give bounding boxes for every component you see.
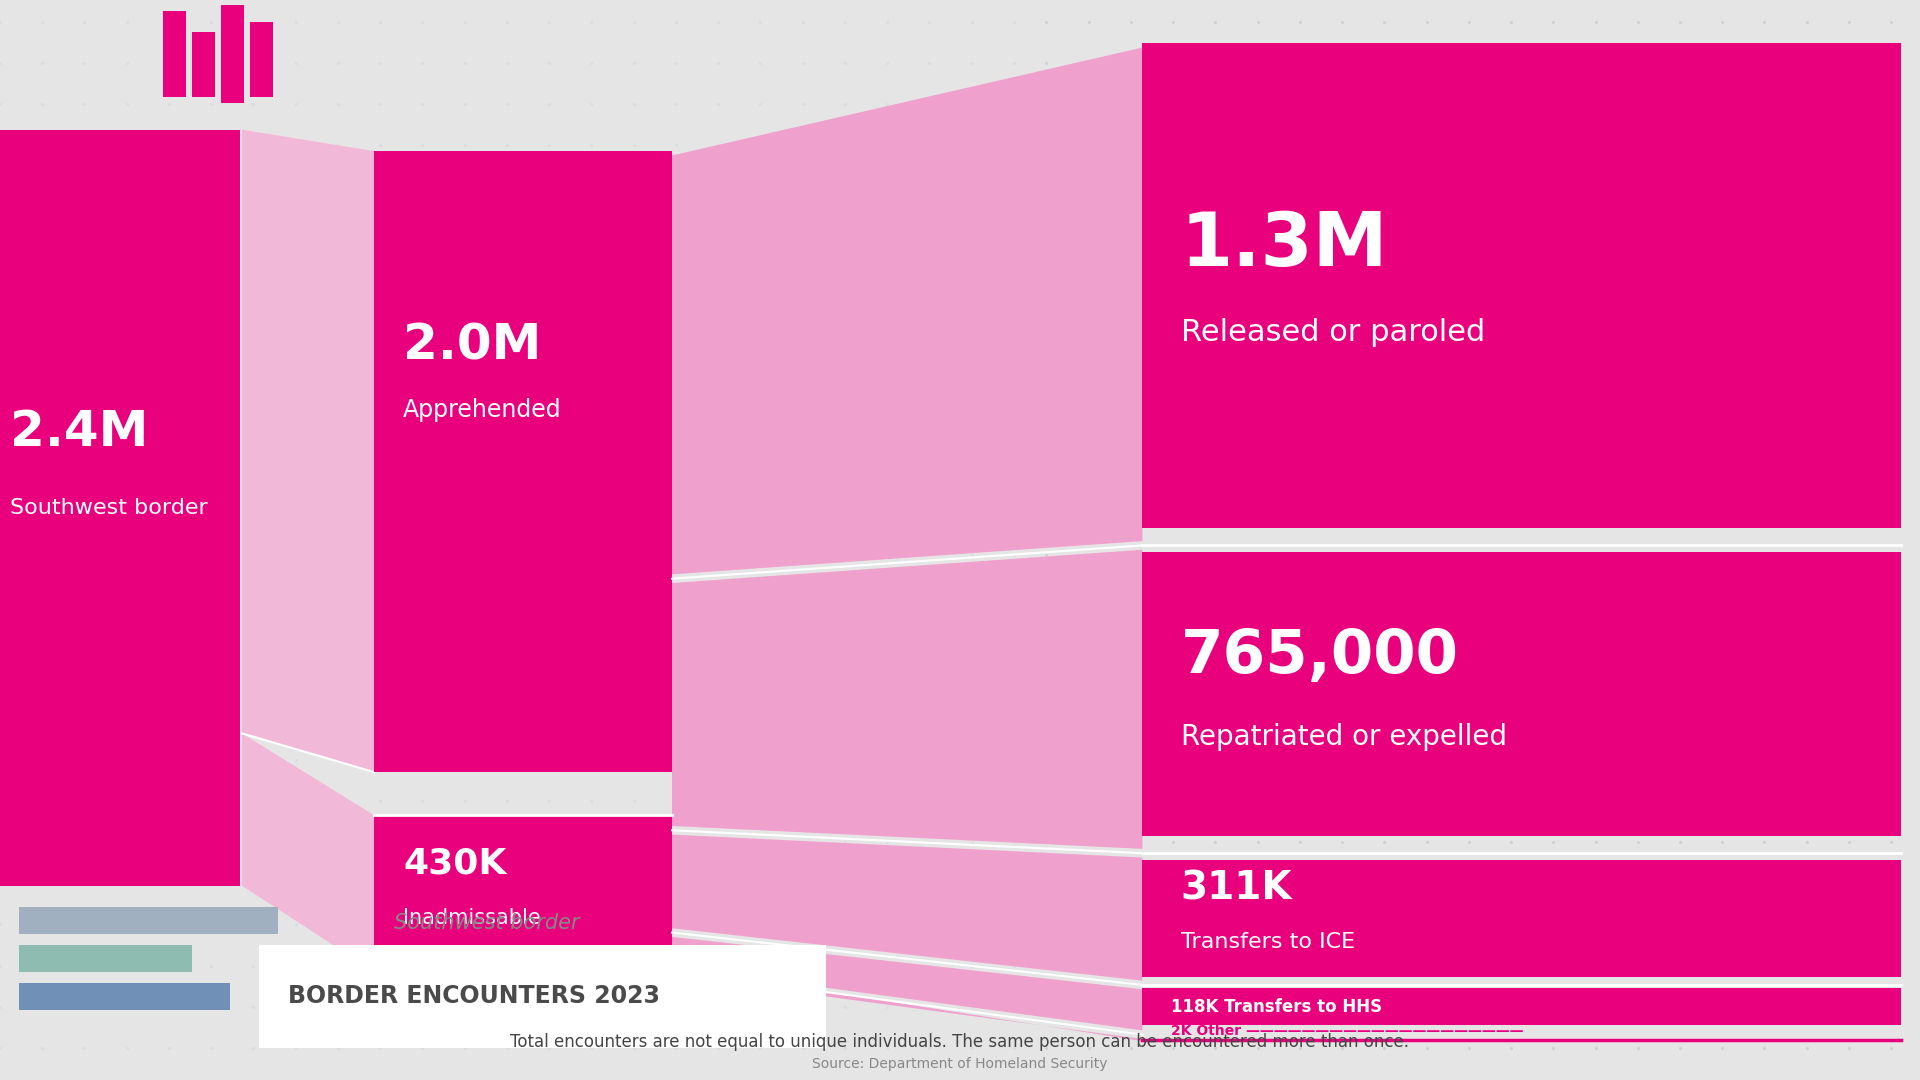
Text: 2.4M: 2.4M — [10, 408, 148, 456]
FancyBboxPatch shape — [221, 5, 244, 103]
Polygon shape — [242, 130, 374, 772]
Polygon shape — [672, 968, 1142, 1041]
FancyBboxPatch shape — [19, 945, 192, 972]
Text: Transfers to ICE: Transfers to ICE — [1181, 932, 1356, 953]
Polygon shape — [672, 835, 1142, 981]
FancyBboxPatch shape — [1142, 43, 1901, 528]
Text: 430K: 430K — [403, 847, 507, 881]
FancyBboxPatch shape — [374, 151, 672, 772]
FancyBboxPatch shape — [163, 11, 186, 97]
FancyBboxPatch shape — [192, 32, 215, 97]
Text: Apprehended: Apprehended — [403, 399, 563, 422]
FancyBboxPatch shape — [0, 130, 240, 886]
FancyBboxPatch shape — [1142, 860, 1901, 977]
Text: BORDER ENCOUNTERS 2023: BORDER ENCOUNTERS 2023 — [288, 984, 660, 1009]
Text: Southwest border: Southwest border — [394, 914, 580, 933]
FancyBboxPatch shape — [1142, 988, 1901, 1025]
FancyBboxPatch shape — [374, 815, 672, 972]
Text: 1.3M: 1.3M — [1181, 210, 1388, 282]
Text: Inadmissable: Inadmissable — [403, 908, 541, 928]
Text: 311K: 311K — [1181, 869, 1292, 907]
Polygon shape — [672, 936, 1142, 1030]
Polygon shape — [242, 733, 374, 972]
Text: Released or paroled: Released or paroled — [1181, 318, 1484, 347]
Text: Southwest border: Southwest border — [10, 498, 207, 517]
Polygon shape — [672, 550, 1142, 849]
Polygon shape — [672, 48, 1142, 575]
Text: Repatriated or expelled: Repatriated or expelled — [1181, 724, 1507, 751]
Text: 2.0M: 2.0M — [403, 322, 541, 369]
Text: Total encounters are not equal to unique individuals. The same person can be enc: Total encounters are not equal to unique… — [511, 1034, 1409, 1051]
FancyBboxPatch shape — [19, 907, 278, 934]
FancyBboxPatch shape — [259, 945, 826, 1048]
Text: Source: Department of Homeland Security: Source: Department of Homeland Security — [812, 1057, 1108, 1070]
Text: 118K Transfers to HHS: 118K Transfers to HHS — [1171, 998, 1382, 1015]
FancyBboxPatch shape — [19, 983, 230, 1010]
FancyBboxPatch shape — [1142, 552, 1901, 836]
Text: 2K Other ————————————————————: 2K Other ———————————————————— — [1171, 1025, 1524, 1038]
FancyBboxPatch shape — [250, 22, 273, 97]
Text: 765,000: 765,000 — [1181, 626, 1459, 686]
